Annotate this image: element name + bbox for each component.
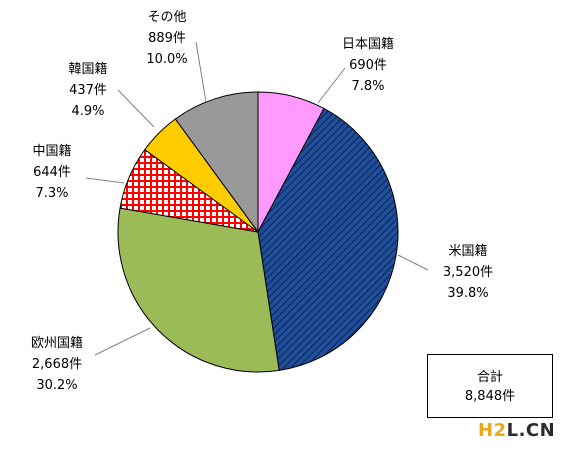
leader-line-5	[195, 41, 207, 103]
leader-line-2	[94, 327, 151, 356]
slice-count-2: 2,668件	[32, 357, 82, 372]
watermark-logo: H2L.CN	[478, 420, 555, 441]
total-box: 合計 8,848件	[427, 354, 553, 418]
slice-label-5: その他	[147, 10, 186, 25]
slice-count-5: 889件	[148, 31, 186, 46]
slice-label-3: 中国籍	[32, 143, 71, 159]
slice-label-2: 欧州国籍	[31, 335, 83, 351]
slice-count-1: 3,520件	[443, 265, 493, 280]
leader-line-1	[397, 254, 429, 271]
slice-label-1: 米国籍	[448, 243, 487, 259]
slice-label-4: 韓国籍	[68, 61, 107, 77]
watermark-part-h2: H2	[478, 420, 507, 441]
pie-slice-2	[117, 207, 280, 373]
slice-percent-2: 30.2%	[36, 378, 77, 393]
slice-percent-1: 39.8%	[447, 286, 488, 301]
slice-label-0: 日本国籍	[342, 36, 394, 52]
leader-line-3	[85, 177, 125, 184]
slice-count-3: 644件	[33, 165, 71, 180]
leader-line-4	[117, 89, 155, 128]
total-label: 合計	[476, 370, 503, 385]
watermark-part-cn: .CN	[518, 420, 556, 441]
pie-slice-5	[174, 91, 259, 234]
pie-slice-1	[257, 107, 399, 371]
slice-percent-4: 4.9%	[71, 104, 104, 119]
slice-percent-5: 10.0%	[146, 52, 187, 67]
total-value: 8,848件	[464, 389, 516, 404]
slice-percent-3: 7.3%	[35, 186, 68, 201]
watermark-part-l: L	[506, 420, 519, 441]
slice-count-0: 690件	[349, 58, 387, 73]
slice-count-4: 437件	[69, 83, 107, 98]
leader-line-0	[317, 67, 346, 104]
slice-percent-0: 7.8%	[351, 79, 384, 94]
